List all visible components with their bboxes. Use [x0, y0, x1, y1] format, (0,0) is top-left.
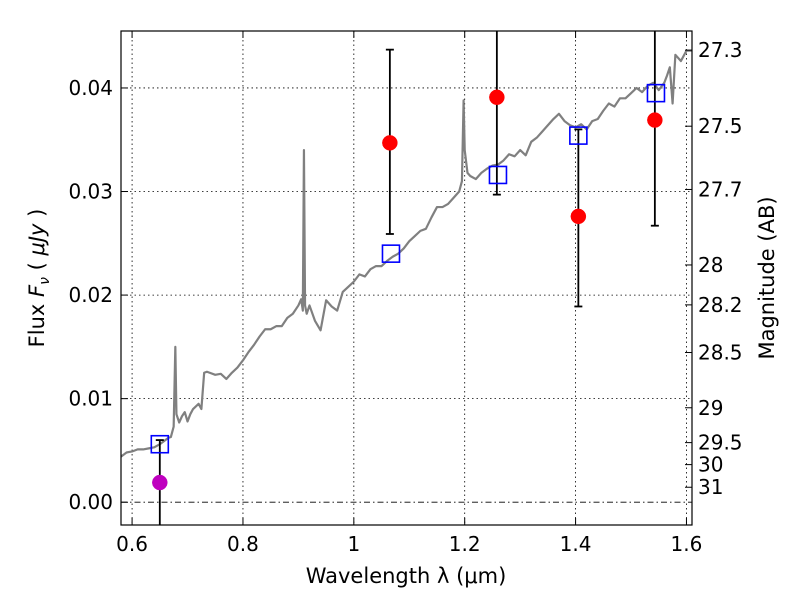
magnitude-tick-label: 29.5 — [698, 431, 743, 455]
magnitude-tick-label: 27.7 — [698, 177, 743, 201]
x-tick-label: 1.6 — [671, 532, 703, 556]
x-tick-label: 1 — [347, 532, 360, 556]
x-tick-label: 1.2 — [449, 532, 481, 556]
magnitude-tick-label: 31 — [698, 475, 723, 499]
y-tick-label: 0.02 — [68, 283, 113, 307]
magnitude-tick-label: 30 — [698, 453, 723, 477]
model-point-square — [150, 434, 170, 454]
y-axis-label: Flux Fν ( μJy ) — [25, 209, 53, 348]
magnitude-tick-label: 28.5 — [698, 341, 743, 365]
magnitude-tick-label: 27.3 — [698, 38, 743, 62]
x-tick-label: 1.4 — [560, 532, 592, 556]
model-spectrum-line — [121, 49, 692, 458]
data-point-circle — [570, 208, 587, 225]
model-point-square — [488, 165, 508, 185]
magnitude-axis-label: Magnitude (AB) — [755, 196, 779, 359]
data-point-circle — [152, 474, 168, 491]
x-tick-label: 0.8 — [227, 532, 259, 556]
x-axis-ticks: 0.6 0.8 1 1.2 1.4 1.6 — [116, 31, 702, 556]
y-tick-label: 0.04 — [68, 76, 113, 100]
data-point-circle — [382, 135, 398, 151]
plot-frame — [120, 30, 693, 526]
y-tick-label: 0.03 — [68, 180, 113, 204]
y-tick-label: 0.01 — [68, 387, 113, 411]
data-point-circle — [647, 112, 663, 128]
model-point-square — [569, 126, 588, 145]
magnitude-tick-label: 27.5 — [698, 114, 743, 138]
error-bars — [155, 31, 659, 525]
y-axis-ticks: 0.00 0.01 0.02 0.03 0.04 — [68, 76, 128, 514]
magnitude-tick-label: 28.2 — [698, 293, 743, 317]
x-axis-label: Wavelength λ (μm) — [306, 564, 507, 588]
magnitude-tick-label: 29 — [698, 396, 723, 420]
y-tick-label: 0.00 — [68, 490, 113, 514]
model-point-square — [646, 83, 666, 103]
model-point-square — [381, 244, 401, 263]
magnitude-tick-label: 28 — [698, 253, 723, 277]
data-markers — [150, 83, 666, 491]
model-spectrum — [121, 49, 692, 458]
x-tick-label: 0.6 — [116, 532, 148, 556]
data-point-circle — [489, 89, 505, 106]
